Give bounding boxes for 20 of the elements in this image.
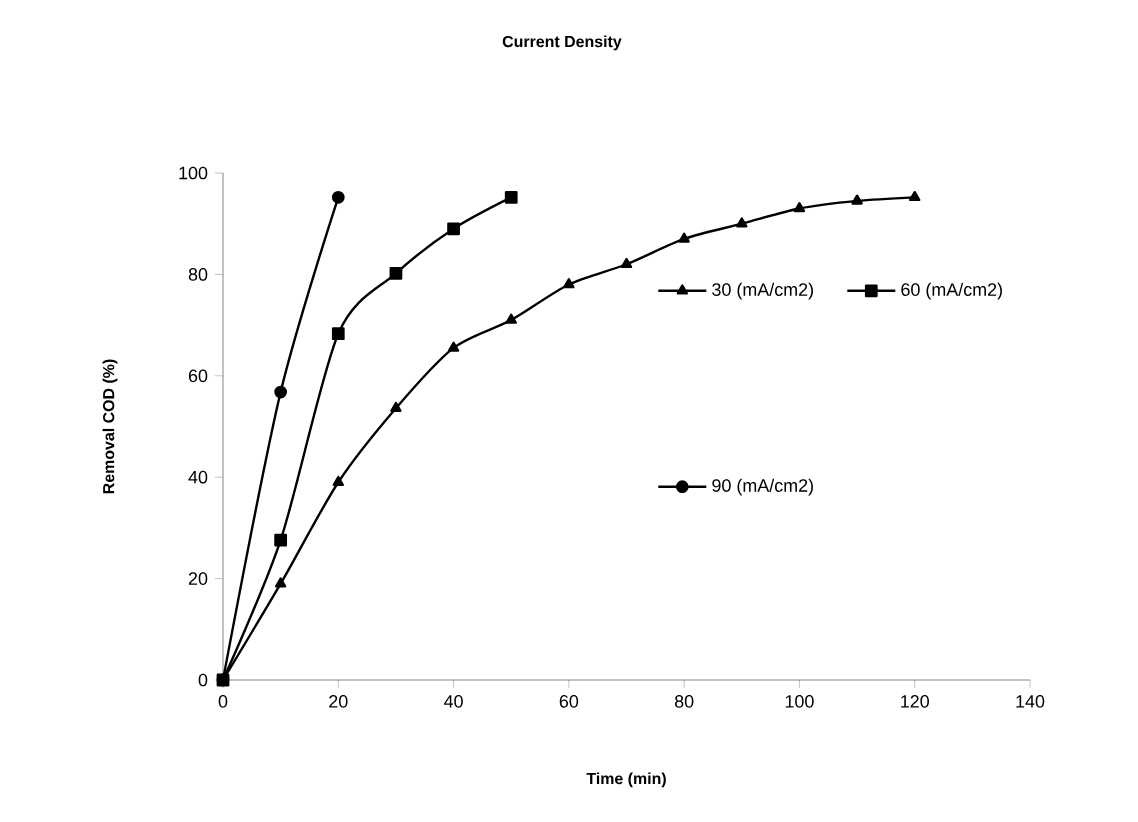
chart-title: Current Density [502, 35, 622, 51]
x-tick-label: 40 [444, 695, 463, 708]
y-tick-label: 80 [188, 268, 208, 281]
y-tick-label: 0 [198, 673, 208, 687]
x-tick-label: 0 [218, 695, 228, 708]
y-tick-label: 20 [188, 572, 208, 585]
x-tick-label: 80 [674, 695, 694, 708]
x-tick-label: 100 [785, 695, 814, 708]
y-tick-label: 40 [188, 470, 208, 484]
legend-label: 60 (mA/cm2) [901, 282, 1002, 300]
x-tick-label: 20 [329, 695, 348, 708]
x-tick-label: 60 [559, 695, 579, 708]
y-tick-label: 60 [188, 369, 208, 383]
legend-label: 90 (mA/cm2) [712, 478, 813, 496]
x-tick-label: 140 [1016, 695, 1045, 708]
legend-label: 30 (mA/cm2) [712, 282, 813, 300]
x-tick-label: 120 [901, 695, 929, 708]
y-tick-label: 100 [179, 166, 208, 180]
y-axis-title: Removal COD (%) [102, 359, 118, 494]
x-axis-title: Time (min) [586, 772, 666, 788]
